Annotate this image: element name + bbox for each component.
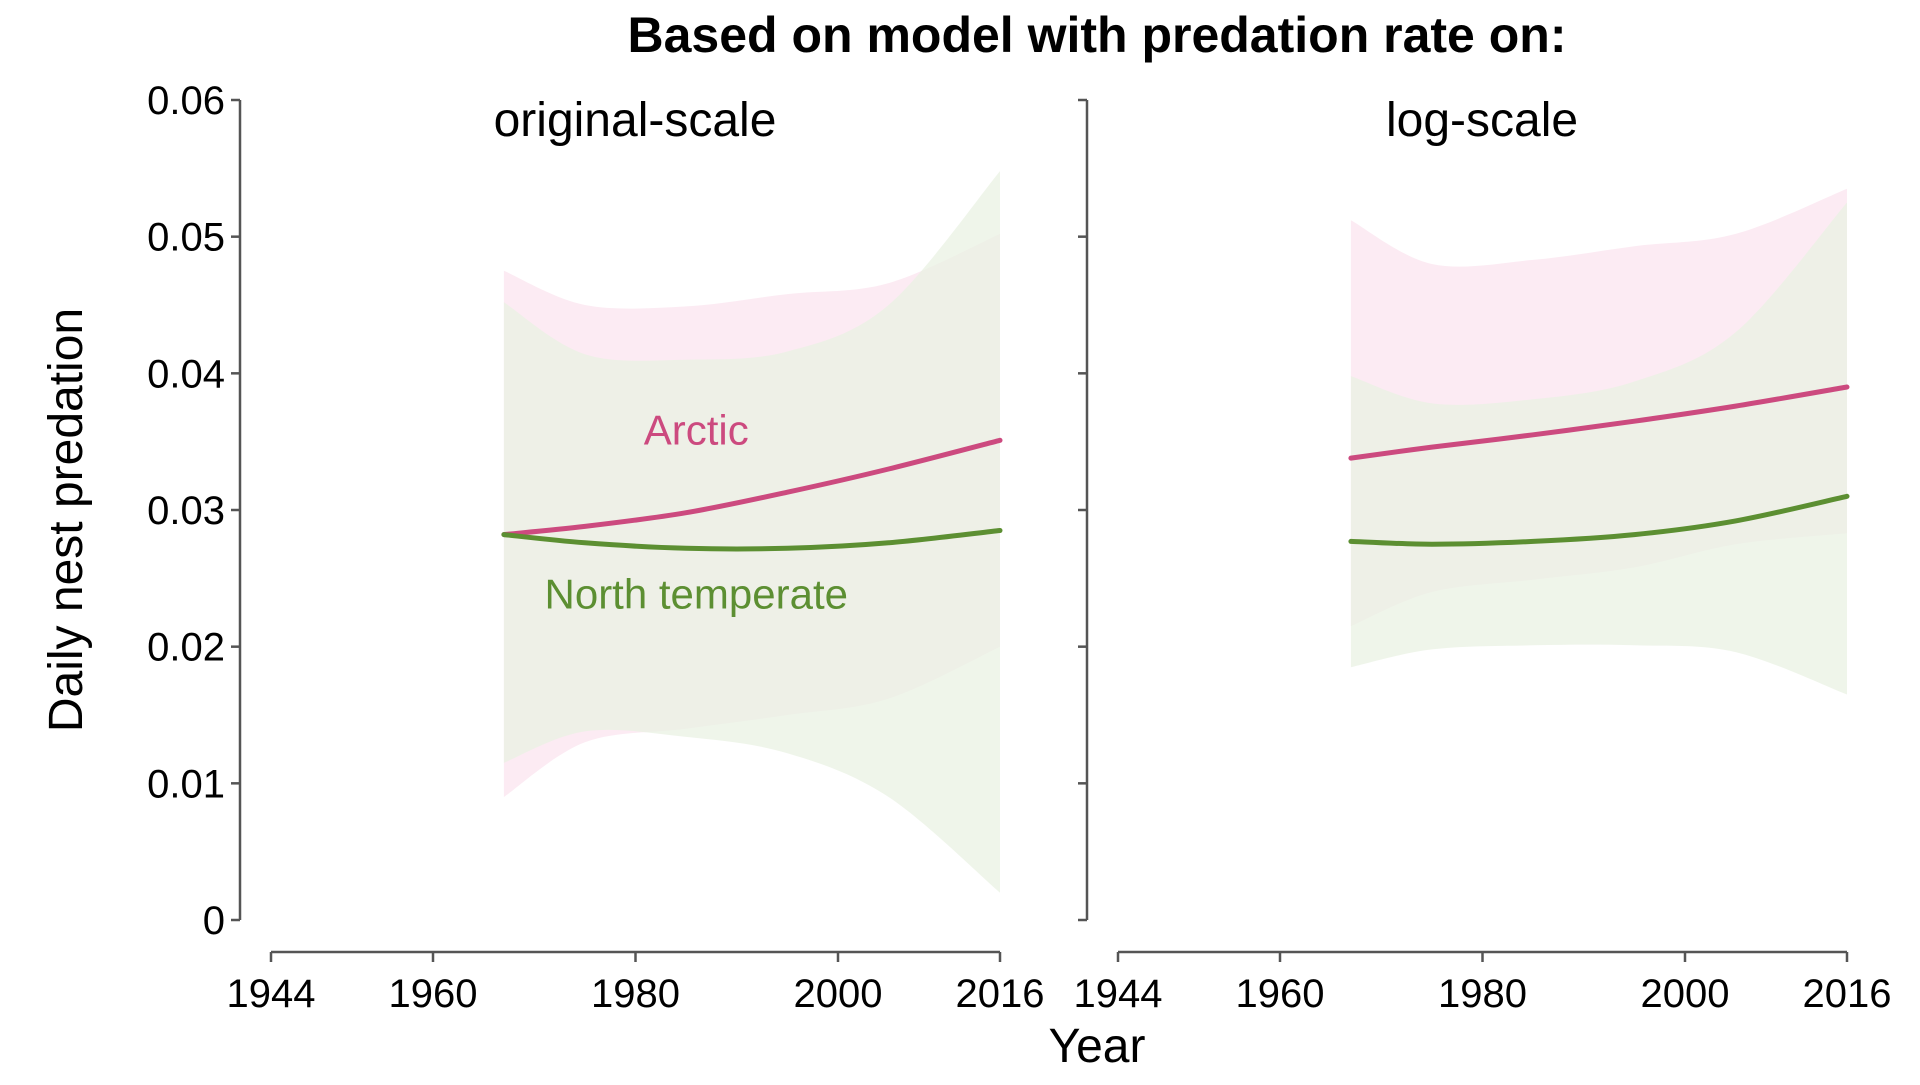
chart-panels: Arctic North temperate original-scale 0 0.01… [147,79,1891,1016]
panel-0: Arctic North temperate original-scale 0 0.01… [147,79,1044,1016]
x-tick-label: 1960 [389,972,478,1016]
y-axis-label: Daily nest predation [40,308,93,732]
confidence-band-temperate [503,171,1000,893]
x-tick-label: 2000 [1641,972,1730,1016]
x-tick-label: 2016 [956,972,1045,1016]
x-tick-label: 2000 [794,972,883,1016]
x-tick-label: 1980 [591,972,680,1016]
panel-title: original-scale [494,94,777,147]
panel-1: log-scale 1944 1960 1980 2000 2016 [1074,94,1892,1016]
y-tick-label: 0.01 [147,762,225,806]
figure-title: Based on model with predation rate on: [628,7,1567,63]
series-label-temperate: North temperate [545,570,848,617]
confidence-band-temperate [1350,202,1847,695]
x-axis-label: Year [1049,1020,1146,1073]
y-tick-label: 0.04 [147,352,225,396]
y-tick-label: 0 [203,899,225,943]
x-tick-label: 1944 [227,972,316,1016]
x-tick-label: 1960 [1236,972,1325,1016]
series-line-arctic [501,437,1003,538]
series-line-temperate [501,528,1003,552]
x-tick-label: 1980 [1438,972,1527,1016]
y-tick-label: 0.03 [147,489,225,533]
y-tick-label: 0.02 [147,626,225,670]
x-tick-label: 1944 [1074,972,1163,1016]
series-label-arctic: Arctic [644,406,749,453]
series-line-arctic [1348,384,1850,461]
y-tick-label: 0.05 [147,216,225,260]
panel-title: log-scale [1386,94,1578,147]
x-tick-label: 2016 [1803,972,1892,1016]
series-line-temperate [1348,493,1850,547]
y-tick-label: 0.06 [147,79,225,123]
